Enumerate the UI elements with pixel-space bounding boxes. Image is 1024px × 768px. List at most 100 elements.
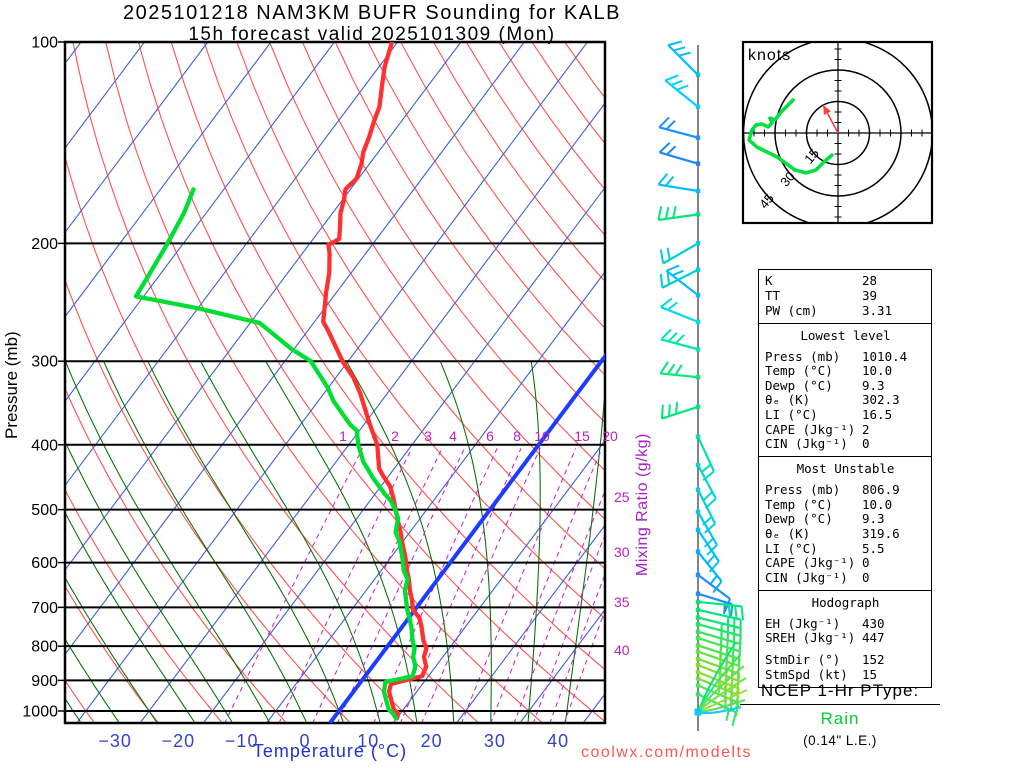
wind-barb xyxy=(660,328,701,352)
wind-barb xyxy=(659,267,701,289)
wind-barb xyxy=(695,599,745,621)
stat-value: 15 xyxy=(862,666,878,682)
table-row: LI (°C) 5.5 xyxy=(765,540,926,557)
temperature-tick-label: −30 xyxy=(98,731,132,751)
pressure-tick-labels: 100 200 300 400 500 600 700 800 900 1000 xyxy=(22,35,58,721)
stat-value: 430 xyxy=(862,615,885,631)
stat-label: Temp (°C) xyxy=(765,363,833,379)
table-row: Temp (°C) 10.0 xyxy=(765,496,926,513)
ptype-value: Rain xyxy=(820,709,860,728)
mixing-ratio-label: 2 xyxy=(391,428,399,444)
mixing-ratio-label: 6 xyxy=(486,428,494,444)
table-row: Press (mb) 806.9 xyxy=(765,483,926,498)
stats-section-lowest-level: Lowest level Press (mb) 1010.4 Temp (°C) 10.… xyxy=(758,322,932,458)
temperature-tick-label: 40 xyxy=(547,731,569,751)
stat-label: StmSpd (kt) xyxy=(765,666,848,682)
pressure-tick-label: 1000 xyxy=(22,704,58,721)
table-row: CIN (Jkg⁻¹) 0 xyxy=(765,569,926,586)
table-row: StmDir (°) 152 xyxy=(765,651,926,668)
stat-label: θₑ (K) xyxy=(765,392,811,408)
stat-label: K xyxy=(765,273,773,289)
stat-value: 1010.4 xyxy=(862,348,908,364)
temperature-axis-label: Temperature (°C) xyxy=(252,741,408,761)
mixing-ratio-label: 20 xyxy=(602,428,618,444)
ptype-header: NCEP 1-Hr PType: xyxy=(740,681,940,705)
pressure-tick-label: 100 xyxy=(31,35,58,52)
page-title: 2025101218 NAM3KM BUFR Sounding for KALB xyxy=(122,2,622,24)
mixing-ratio-axis-label: Mixing Ratio (g/kg) xyxy=(634,433,651,577)
stat-value: 10.0 xyxy=(862,496,893,512)
moist-adiabats xyxy=(65,360,605,723)
mixing-ratio-label-right: 25 xyxy=(614,489,630,505)
table-row: Press (mb) 1010.4 xyxy=(765,348,926,365)
wind-barb xyxy=(664,74,701,110)
stat-label: CAPE (Jkg⁻¹) xyxy=(765,555,856,571)
watermark-link[interactable]: coolwx.com/modelts xyxy=(580,744,752,761)
wind-barb xyxy=(658,142,701,166)
temperature-tick-label: −10 xyxy=(225,731,259,751)
stat-label: CIN (Jkg⁻¹) xyxy=(765,569,848,585)
mixing-ratio-label-right: 35 xyxy=(614,594,630,610)
stat-label: CIN (Jkg⁻¹) xyxy=(765,436,848,452)
table-row: TT 39 xyxy=(765,288,926,304)
temperature-trace xyxy=(321,42,429,721)
wind-barb xyxy=(695,549,723,594)
ptype-liquid-equivalent: (0.14" L.E.) xyxy=(803,733,877,748)
mixing-ratio-label: 4 xyxy=(449,428,457,444)
ptype-panel: NCEP 1-Hr PType: Rain (0.14" L.E.) xyxy=(740,681,940,748)
stat-value: 3.31 xyxy=(862,302,893,318)
plot-border xyxy=(63,40,607,725)
dewpoint-trace xyxy=(133,187,418,721)
pressure-tick-label: 600 xyxy=(31,555,58,572)
stat-value: 319.6 xyxy=(862,525,900,541)
table-row: θₑ (K) 319.6 xyxy=(765,525,926,542)
stat-label: LI (°C) xyxy=(765,540,818,556)
wind-barb-column xyxy=(657,40,748,731)
stat-value: 5.5 xyxy=(862,540,885,556)
stat-label: θₑ (K) xyxy=(765,525,811,541)
table-row: EH (Jkg⁻¹) 430 xyxy=(765,615,926,632)
temperature-tick-label: 30 xyxy=(484,731,506,751)
wind-barb xyxy=(667,40,701,78)
table-row: PW (cm) 3.31 xyxy=(765,302,926,319)
hodograph-unit-label: knots xyxy=(748,47,791,64)
isobars xyxy=(58,41,605,712)
table-row: θₑ (K) 302.3 xyxy=(765,393,926,408)
wind-barb xyxy=(658,116,701,140)
mixing-ratio-label: 1 xyxy=(339,428,347,444)
table-row: K 28 xyxy=(765,274,926,289)
stats-section-most-unstable: Most Unstable Press (mb) 806.9 Temp (°C) 10.… xyxy=(758,456,932,592)
stat-label: Temp (°C) xyxy=(765,496,833,512)
pressure-tick-label: 200 xyxy=(31,236,58,253)
wind-barb xyxy=(657,205,701,222)
mixing-ratio-label: 10 xyxy=(534,428,550,444)
mixing-ratio-label: 15 xyxy=(574,428,590,444)
stats-section-hodograph: Hodograph EH (Jkg⁻¹) 430 SREH (Jkg⁻¹) 447 Stm… xyxy=(758,589,932,689)
stat-label: TT xyxy=(765,288,781,303)
stat-value: 9.3 xyxy=(862,377,885,393)
isotherms xyxy=(65,42,605,723)
pressure-tick-label: 300 xyxy=(31,354,58,371)
stat-value: 0 xyxy=(862,555,870,571)
mixing-ratio-label-right: 40 xyxy=(614,642,630,658)
table-row: StmSpd (kt) 15 xyxy=(765,666,926,683)
wind-barb xyxy=(659,241,701,265)
stat-label: Dewp (°C) xyxy=(765,377,833,393)
table-row: Dewp (°C) 9.3 xyxy=(765,512,926,527)
wind-barb xyxy=(665,264,701,298)
indices-panel: K 28 TT 39 PW (cm) 3.31 Lowest level Press (mb)… xyxy=(758,269,932,689)
stat-label: LI (°C) xyxy=(765,406,818,422)
stat-label: Dewp (°C) xyxy=(765,511,833,527)
stat-label: EH (Jkg⁻¹) xyxy=(765,615,841,631)
stat-label: PW (cm) xyxy=(765,302,818,318)
table-row: LI (°C) 16.5 xyxy=(765,406,926,423)
wind-barb xyxy=(660,401,701,420)
pressure-tick-label: 900 xyxy=(31,673,58,690)
stat-label: StmDir (°) xyxy=(765,651,841,667)
mixing-ratio-labels: 1 2 3 4 6 8 10 15 20 25 30 35 40 xyxy=(339,428,630,658)
stat-value: 2 xyxy=(862,421,870,437)
stat-value: 302.3 xyxy=(862,392,900,408)
